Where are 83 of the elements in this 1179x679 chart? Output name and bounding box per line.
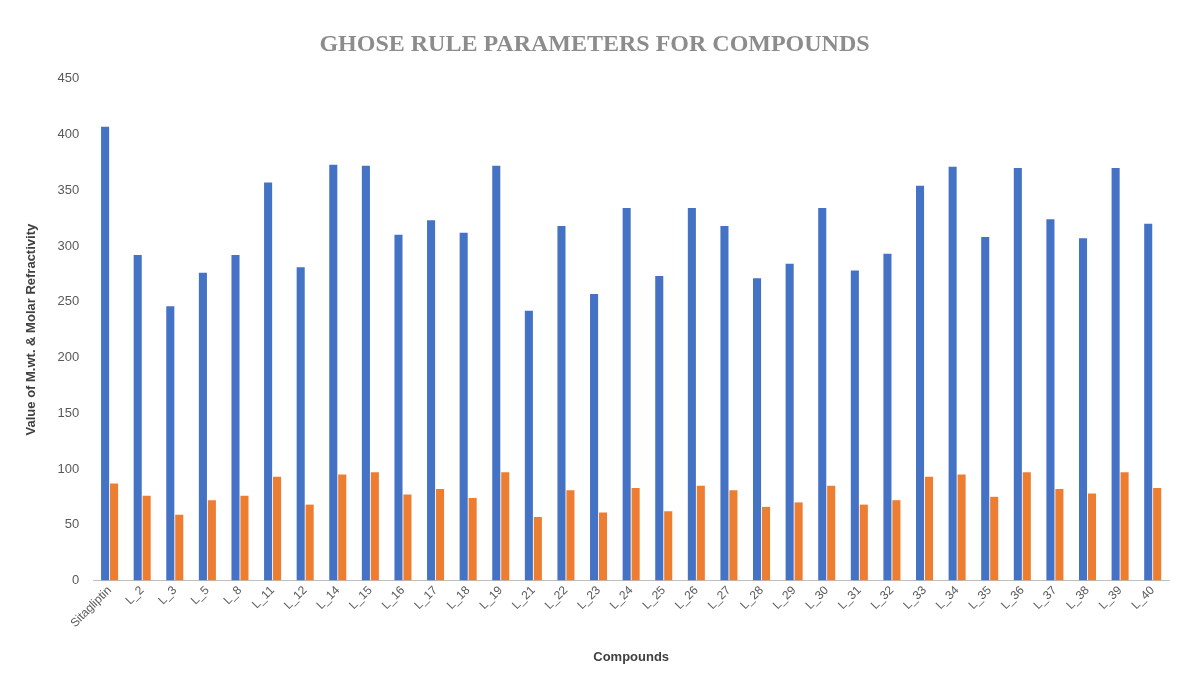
y-tick-label: 100: [57, 460, 80, 476]
bar: [655, 276, 664, 581]
bar: [859, 504, 868, 581]
bar: [753, 278, 762, 581]
x-tick-label: L_2: [122, 582, 147, 608]
bar: [459, 232, 468, 581]
bar: [166, 306, 175, 581]
bar: [1087, 493, 1097, 581]
bar: [729, 490, 738, 581]
bar: [198, 272, 207, 581]
y-tick-label: 250: [57, 293, 80, 309]
bar: [533, 516, 542, 581]
x-tick-label: L_3: [155, 582, 180, 608]
y-axis-title: Value of M.wt. & Molar Refractivity: [23, 223, 39, 436]
y-tick-label: 150: [57, 404, 80, 420]
bar: [696, 485, 705, 581]
bar: [631, 487, 640, 581]
bar: [394, 234, 403, 581]
bar: [361, 165, 370, 581]
bar: [1013, 167, 1022, 581]
bar: [370, 472, 379, 581]
bar: [664, 511, 673, 581]
bar: [305, 504, 314, 581]
bar: [273, 476, 282, 581]
y-tick-label: 450: [57, 70, 80, 86]
y-tick-label: 350: [57, 181, 80, 197]
bar: [916, 185, 925, 581]
bar: [827, 485, 836, 581]
y-tick-label: 50: [64, 516, 80, 532]
bar: [883, 253, 892, 581]
y-tick-label: 200: [57, 349, 80, 365]
x-tick-label: L_5: [187, 582, 213, 608]
bar: [590, 293, 599, 581]
bar: [142, 495, 151, 581]
bar: [492, 165, 501, 581]
bar: [948, 166, 957, 581]
bar: [957, 474, 966, 581]
bar: [329, 164, 338, 581]
y-tick-label: 0: [72, 572, 80, 587]
bar: [1078, 238, 1088, 581]
bar: [175, 514, 184, 581]
x-axis-title: Compounds: [593, 648, 670, 664]
y-tick-label: 400: [57, 126, 80, 142]
bar: [264, 182, 273, 581]
bar: [296, 267, 305, 581]
chart-title: GHOSE RULE PARAMETERS FOR COMPOUNDS: [319, 29, 870, 56]
bar: [101, 126, 110, 581]
x-tick-label: L_8: [220, 582, 245, 608]
bar: [436, 489, 445, 581]
bar: [427, 220, 436, 581]
bar: [133, 254, 142, 581]
bar: [850, 270, 859, 581]
bar: [403, 494, 412, 581]
bar: [207, 500, 216, 581]
bar: [110, 483, 119, 581]
y-tick-label: 300: [57, 237, 80, 253]
bar: [1120, 472, 1129, 581]
bar: [338, 474, 347, 581]
bar: [622, 208, 631, 581]
bar: [468, 497, 477, 581]
bar: [990, 496, 999, 581]
bar: [557, 225, 566, 581]
bar: [501, 472, 510, 581]
bar: [924, 476, 934, 581]
bar: [1055, 489, 1064, 581]
bar: [794, 502, 803, 581]
bar: [818, 208, 827, 581]
bar: [566, 490, 575, 581]
bar: [981, 237, 990, 581]
bar: [892, 500, 901, 581]
bar: [761, 506, 771, 581]
bar: [1153, 487, 1162, 581]
bar: [687, 208, 696, 581]
bar: [240, 495, 249, 581]
bar: [599, 512, 608, 581]
bar: [1022, 472, 1031, 581]
bar: [1046, 219, 1055, 581]
bar: [1111, 167, 1120, 581]
bar: [785, 263, 794, 581]
bar: [524, 310, 533, 581]
bar: [1144, 223, 1153, 581]
bar: [720, 225, 729, 581]
bar: [231, 254, 240, 581]
